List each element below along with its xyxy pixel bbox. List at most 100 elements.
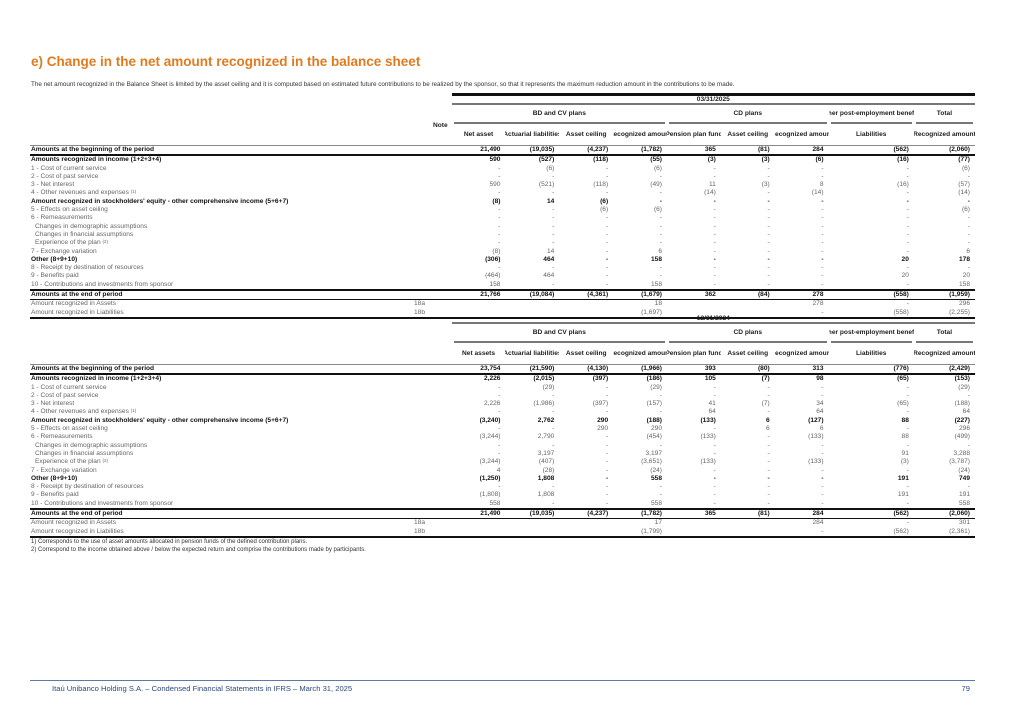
value-cell: 6 <box>966 247 970 255</box>
row-label: Amounts at the end of period <box>30 508 411 520</box>
value-cell: (562) <box>828 145 914 157</box>
value-cell: 11 <box>708 181 716 189</box>
value-cell: 178 <box>958 255 970 263</box>
value-cell: 6 <box>766 416 770 424</box>
value-cell <box>721 519 775 528</box>
value-cell: - <box>605 164 609 172</box>
value-cell: (8) <box>492 247 501 255</box>
row-note <box>411 155 452 164</box>
value-cell: 6 <box>766 425 770 433</box>
value-cell: - <box>767 499 770 507</box>
row-label: 8 - Receipt by destination of resources <box>31 483 144 491</box>
value-cell: 296 <box>958 425 970 433</box>
value-cell: - <box>659 441 662 449</box>
value-cell: - <box>821 499 824 507</box>
table-row: 6 - Remeasurements (3,244) 2,790 - (454) (133… <box>30 433 975 441</box>
value-cell: (2,361) <box>913 527 975 538</box>
col-header: Pension plan fund <box>667 130 721 138</box>
row-label: 7 - Exchange variation <box>31 466 97 474</box>
value-cell: (16) <box>897 181 909 189</box>
value-cell: (2,060) <box>913 508 975 520</box>
value-cell: - <box>767 391 770 399</box>
value-cell: (55) <box>650 156 662 164</box>
value-cell: (81) <box>720 145 775 157</box>
value-cell: (84) <box>720 289 775 301</box>
value-cell: - <box>605 172 609 180</box>
row-label: 10 - Contributions and investments from … <box>31 499 174 507</box>
value-cell: (1,799) <box>613 527 667 538</box>
value-cell: - <box>659 172 662 180</box>
value-cell: 1,808 <box>537 491 555 499</box>
period-date-header: 03/31/2025 <box>451 93 975 105</box>
group-total: Total <box>914 105 975 124</box>
value-cell: - <box>774 527 829 538</box>
row-note <box>411 483 452 491</box>
value-cell: - <box>498 391 501 399</box>
value-cell: 6 <box>658 247 662 255</box>
value-cell: - <box>821 483 824 491</box>
row-label: 2 - Cost of past service <box>31 391 99 399</box>
table-row: 8 - Receipt by destination of resources -… <box>30 264 975 272</box>
value-cell: - <box>498 172 501 180</box>
value-cell: 313 <box>774 364 829 376</box>
col-header: Actuarial liabilities <box>505 130 560 138</box>
col-header: Recognized amount <box>613 349 667 357</box>
group-bd-cv-plans: BD and CV plans <box>452 324 667 343</box>
row-label: Amount recognized in Liabilities <box>30 527 411 538</box>
value-cell: (133) <box>700 416 716 424</box>
value-cell: (397) <box>592 375 609 383</box>
row-note <box>411 450 452 458</box>
row-note <box>411 425 452 433</box>
row-label: Amount recognized in stockholders' equit… <box>31 197 289 205</box>
value-cell: - <box>498 441 501 449</box>
row-label: Amounts recognized in income (1+2+3+4) <box>31 156 162 164</box>
value-cell: (188) <box>954 400 970 408</box>
value-cell: (7) <box>761 375 770 383</box>
table-row: Changes in financial assumptions - - - - - - - -… <box>30 231 975 239</box>
value-cell: (133) <box>808 433 824 441</box>
value-cell: 105 <box>704 375 716 383</box>
value-cell: - <box>821 172 824 180</box>
value-cell: - <box>659 408 662 416</box>
table-row: 1 - Cost of current service - (6) - (6) - - - - (… <box>30 165 975 173</box>
value-cell: (16) <box>897 156 909 164</box>
value-cell: - <box>498 239 501 247</box>
value-cell: - <box>713 499 716 507</box>
value-cell: - <box>821 474 824 482</box>
value-cell: - <box>605 383 609 391</box>
col-header: Pension plan fund <box>667 349 721 357</box>
row-label: 4 - Other revenues and expenses (1) <box>31 189 137 197</box>
table-row: 7 - Exchange variation 4 (28) - (24) - - - - (24) <box>30 467 975 475</box>
row-note <box>411 500 452 509</box>
value-cell: - <box>821 197 824 205</box>
table-row: 10 - Contributions and investments from … <box>30 500 975 509</box>
value-cell: (118) <box>593 181 609 189</box>
row-note <box>411 165 452 173</box>
value-cell: 558 <box>489 499 501 507</box>
row-label: 4 - Other revenues and expenses (1) <box>31 408 137 416</box>
value-cell: - <box>906 425 909 433</box>
value-cell <box>721 300 775 309</box>
row-label: 9 - Benefits paid <box>31 272 79 280</box>
value-cell: - <box>713 483 716 491</box>
value-cell: 91 <box>901 449 909 457</box>
value-cell: - <box>767 255 770 263</box>
value-cell: - <box>767 449 770 457</box>
value-cell: - <box>552 391 555 399</box>
row-note <box>411 181 452 189</box>
value-cell: (77) <box>958 156 970 164</box>
table-row: Other (8+9+10) (1,250) 1,808 - 558 - - - 191 749 <box>30 475 975 483</box>
row-note <box>411 491 452 499</box>
value-cell: (562) <box>828 527 914 538</box>
value-cell: 3,288 <box>953 449 970 457</box>
value-cell: - <box>906 189 909 197</box>
value-cell: - <box>906 519 909 527</box>
value-cell: - <box>605 474 609 482</box>
value-cell: 362 <box>667 289 721 301</box>
row-label: Amounts at the beginning of the period <box>30 145 411 157</box>
row-note <box>411 214 452 222</box>
value-cell: - <box>767 483 770 491</box>
value-cell: - <box>605 466 609 474</box>
row-note <box>411 400 452 408</box>
group-bd-cv-plans: BD and CV plans <box>452 105 667 124</box>
